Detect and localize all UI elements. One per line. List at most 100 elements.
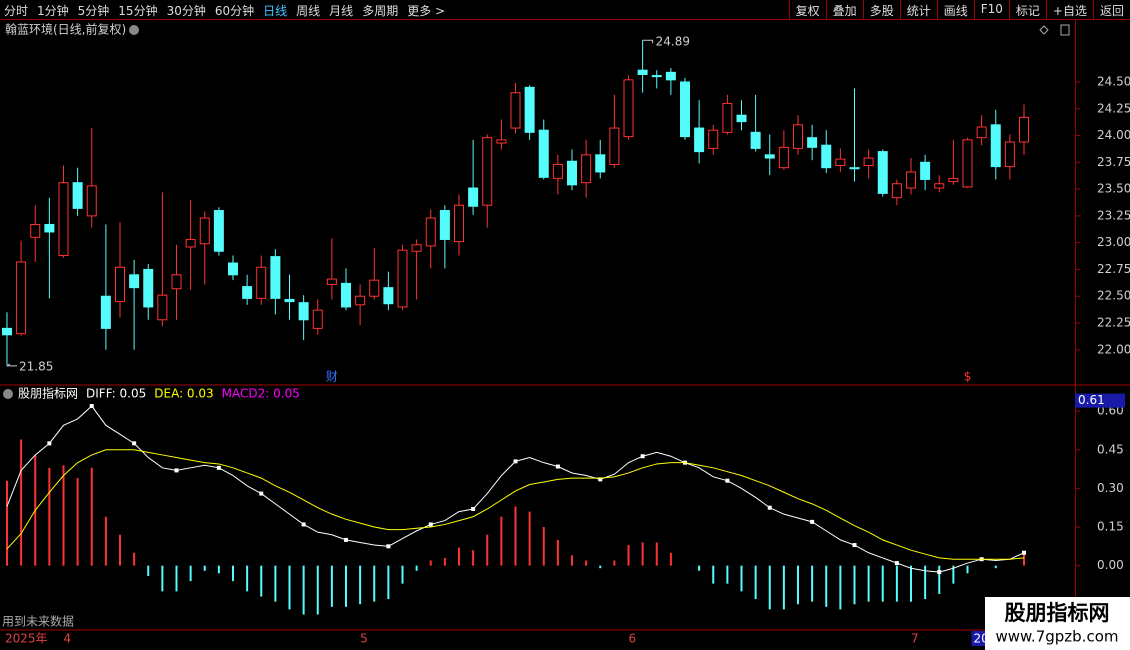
macd-bar bbox=[6, 480, 8, 566]
candle-body bbox=[355, 295, 366, 306]
y-tick-label: 24.25 bbox=[1097, 101, 1130, 115]
macd-bar bbox=[867, 565, 870, 602]
annotation-line bbox=[642, 39, 654, 44]
period-tab[interactable]: 5分钟 bbox=[77, 4, 110, 18]
macd-bar bbox=[585, 560, 588, 566]
macd-bar bbox=[754, 565, 757, 600]
period-tab[interactable]: 日线 bbox=[263, 4, 288, 18]
legend-entry: DIFF: 0.05 bbox=[86, 387, 146, 401]
diamond-icon bbox=[1039, 25, 1049, 35]
macd-bar bbox=[599, 565, 602, 569]
candle-body bbox=[425, 217, 436, 247]
candle-body bbox=[651, 75, 662, 78]
candle-body bbox=[1004, 141, 1015, 168]
tool-button[interactable]: 返回 bbox=[1092, 0, 1130, 19]
tool-button[interactable]: 画线 bbox=[936, 0, 974, 19]
tool-button[interactable]: F10 bbox=[973, 0, 1009, 19]
line-marker bbox=[344, 537, 348, 542]
tool-button[interactable]: +自选 bbox=[1045, 0, 1093, 19]
period-tab[interactable]: 15分钟 bbox=[118, 4, 158, 18]
macd-bar bbox=[232, 565, 234, 582]
macd-bar bbox=[500, 516, 503, 566]
candle-body bbox=[524, 86, 535, 133]
tool-button[interactable]: 统计 bbox=[899, 0, 937, 19]
indicator-title: 股朋指标网 bbox=[18, 386, 78, 401]
candle-body bbox=[185, 238, 196, 248]
cursor-value: 0.61 bbox=[1078, 393, 1105, 407]
event-marker: $ bbox=[964, 370, 972, 384]
y-tick-label: 24.00 bbox=[1097, 128, 1130, 142]
macd-bar bbox=[48, 467, 51, 566]
x-tick-label: 6 bbox=[629, 632, 637, 646]
candle-body bbox=[270, 256, 281, 299]
line-marker bbox=[810, 519, 815, 524]
candle-body bbox=[948, 177, 959, 183]
y-tick-label: 0.15 bbox=[1097, 520, 1124, 534]
candle-body bbox=[1019, 116, 1029, 143]
macd-bar bbox=[881, 565, 884, 602]
candle-body bbox=[86, 185, 97, 217]
legend-entry: DEA: 0.03 bbox=[154, 387, 213, 401]
candle-body bbox=[665, 71, 676, 81]
macd-bar bbox=[740, 565, 743, 592]
macd-bar bbox=[613, 560, 616, 566]
period-tab[interactable]: 60分钟 bbox=[214, 4, 255, 18]
y-tick-label: 0.00 bbox=[1097, 558, 1124, 572]
candle-body bbox=[750, 131, 761, 149]
macd-bar bbox=[119, 534, 121, 566]
macd-bar bbox=[62, 465, 65, 566]
macd-bar bbox=[542, 527, 545, 566]
macd-bar bbox=[797, 565, 799, 605]
annotation-line bbox=[6, 363, 17, 367]
candle-body bbox=[778, 146, 789, 169]
macd-bar bbox=[274, 565, 277, 602]
macd-bar bbox=[768, 565, 771, 610]
candle-body bbox=[538, 129, 549, 178]
period-tab[interactable]: 1分钟 bbox=[37, 4, 69, 18]
period-tab[interactable]: 分时 bbox=[4, 4, 29, 18]
macd-bar bbox=[952, 565, 955, 584]
period-tab[interactable]: 月线 bbox=[329, 4, 354, 18]
y-tick-label: 23.50 bbox=[1097, 182, 1130, 196]
line-marker bbox=[937, 570, 942, 575]
y-tick-label: 23.00 bbox=[1097, 235, 1130, 249]
tool-button[interactable]: 叠加 bbox=[825, 0, 863, 19]
macd-bar bbox=[514, 506, 517, 566]
line-marker bbox=[894, 561, 899, 566]
macd-bar bbox=[458, 547, 460, 566]
line-marker bbox=[767, 505, 772, 510]
candle-body bbox=[30, 223, 41, 238]
tool-button[interactable]: 复权 bbox=[788, 0, 826, 19]
candle-body bbox=[72, 182, 83, 209]
candle-body bbox=[16, 261, 27, 335]
macd-bar bbox=[528, 511, 531, 566]
candle-body bbox=[595, 154, 606, 173]
candle-body bbox=[411, 244, 422, 252]
tool-button[interactable]: 标记 bbox=[1008, 0, 1046, 19]
line-marker bbox=[259, 491, 264, 496]
macd-bar bbox=[1023, 552, 1025, 566]
period-tab[interactable]: 周线 bbox=[296, 4, 321, 18]
period-tab[interactable]: 多周期 bbox=[362, 4, 399, 18]
period-tab[interactable]: 30分钟 bbox=[166, 4, 206, 18]
tool-button[interactable]: 多股 bbox=[862, 0, 900, 19]
candle-body bbox=[468, 187, 479, 207]
macd-bar bbox=[302, 565, 305, 615]
candle-body bbox=[708, 129, 719, 149]
line-marker bbox=[471, 507, 476, 511]
macd-bar bbox=[189, 565, 192, 582]
macd-bar bbox=[571, 555, 573, 566]
macd-bar bbox=[387, 565, 390, 600]
period-tab[interactable]: 更多 > bbox=[407, 4, 446, 18]
event-marker: 财 bbox=[326, 370, 338, 384]
line-marker bbox=[216, 465, 221, 470]
candle-body bbox=[369, 279, 380, 297]
macd-bar bbox=[90, 467, 93, 566]
candle-body bbox=[680, 81, 690, 138]
candle-body bbox=[284, 298, 295, 303]
macd-bar bbox=[627, 545, 630, 566]
candle-body bbox=[793, 124, 803, 149]
x-tick-label: 5 bbox=[360, 632, 368, 646]
